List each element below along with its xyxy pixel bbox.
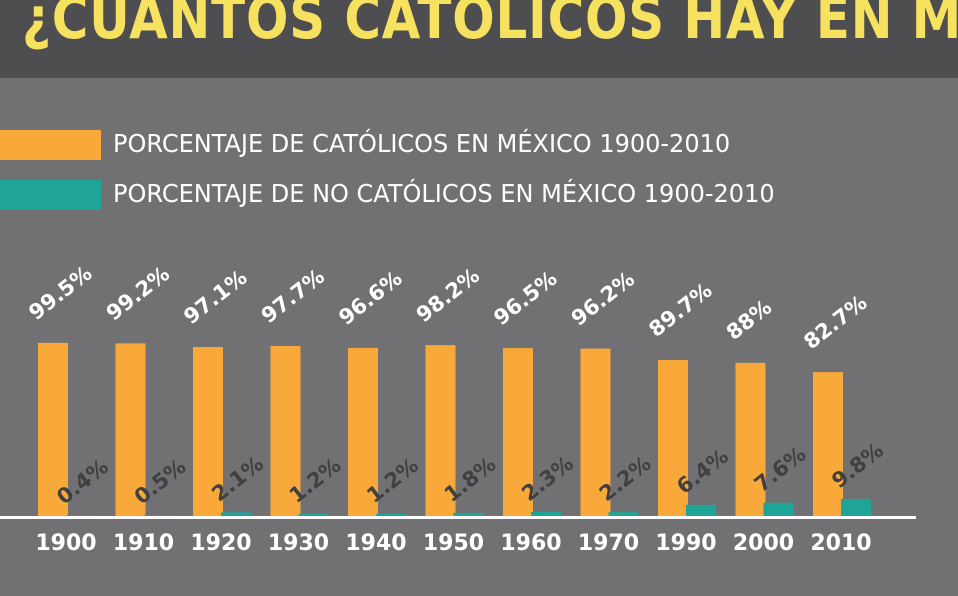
bar-catholic-2000 — [735, 362, 766, 516]
bar-non-catholic-2000 — [763, 502, 794, 516]
bar-catholic-1920 — [193, 347, 223, 516]
x-tick-label-2000: 2000 — [733, 531, 794, 556]
title-bar: ¿CUANTOS CATÓLICOS HAY EN MEXICO? — [0, 0, 958, 78]
x-tick-label-1900: 1900 — [35, 531, 96, 556]
bar-non-catholic-1930 — [298, 513, 329, 516]
legend-label-catholic: PORCENTAJE DE CATÓLICOS EN MÉXICO 1900-2… — [113, 129, 731, 158]
bar-non-catholic-1950 — [453, 512, 484, 516]
x-tick-label-1930: 1930 — [268, 531, 329, 556]
x-tick-label-1910: 1910 — [113, 531, 174, 556]
x-tick-label-1960: 1960 — [500, 531, 561, 556]
bar-non-catholic-1940 — [376, 513, 406, 516]
x-tick-label-1940: 1940 — [345, 531, 406, 556]
value-label-catholic-2010: 82.7% — [799, 290, 871, 354]
bar-non-catholic-1990 — [686, 504, 716, 516]
page-title: ¿CUANTOS CATÓLICOS HAY EN MEXICO? — [22, 0, 958, 52]
value-label-catholic-2000: 88% — [722, 295, 776, 345]
value-label-catholic-1990: 89.7% — [644, 278, 716, 342]
x-tick-label-1950: 1950 — [423, 531, 484, 556]
bar-catholic-1930 — [270, 346, 301, 516]
legend-label-non-catholic: PORCENTAJE DE NO CATÓLICOS EN MÉXICO 190… — [113, 179, 775, 208]
bar-non-catholic-1910 — [143, 515, 174, 516]
value-label-catholic-1970: 96.2% — [567, 267, 639, 331]
bar-catholic-2010 — [813, 372, 843, 516]
legend-swatch-non-catholic — [0, 180, 101, 210]
x-tick-label-1970: 1970 — [578, 531, 639, 556]
value-label-catholic-1960: 96.5% — [489, 266, 561, 330]
bar-catholic-1910 — [115, 343, 146, 516]
bar-catholic-1990 — [658, 359, 688, 516]
value-label-catholic-1940: 96.6% — [334, 266, 406, 330]
x-tick-label-1920: 1920 — [190, 531, 251, 556]
bar-non-catholic-1920 — [221, 512, 251, 516]
bar-catholic-1960 — [503, 348, 533, 516]
legend-swatch-catholic — [0, 130, 101, 160]
bar-catholic-1950 — [425, 345, 456, 516]
bar-non-catholic-2010 — [841, 498, 871, 516]
value-label-catholic-1950: 98.2% — [412, 263, 484, 327]
bar-catholic-1970 — [580, 348, 611, 516]
bar-catholic-1900 — [38, 342, 68, 516]
x-axis-line — [0, 516, 916, 519]
cross-pattern-background — [0, 78, 958, 596]
value-label-catholic-1930: 97.7% — [257, 264, 329, 328]
x-tick-label-2010: 2010 — [810, 531, 871, 556]
value-label-catholic-1920: 97.1% — [179, 265, 251, 329]
bar-non-catholic-1970 — [608, 512, 639, 516]
bar-non-catholic-1960 — [531, 511, 561, 516]
value-label-catholic-1910: 99.2% — [102, 262, 174, 326]
value-label-catholic-1900: 99.5% — [24, 261, 96, 325]
x-tick-label-1990: 1990 — [655, 531, 716, 556]
bar-non-catholic-1900 — [66, 515, 96, 516]
bar-catholic-1940 — [348, 347, 378, 516]
